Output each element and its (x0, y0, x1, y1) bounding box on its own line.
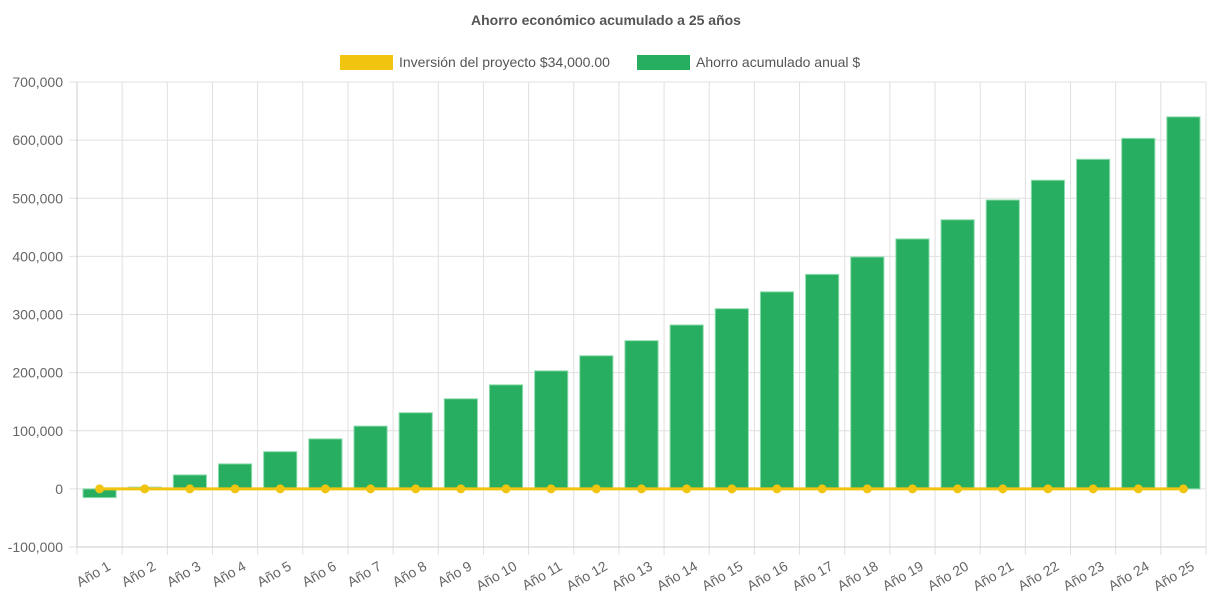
bar (895, 238, 930, 490)
x-tick-label: Año 6 (299, 558, 339, 590)
line-point (817, 484, 827, 494)
line-point (275, 484, 285, 494)
bar (1166, 116, 1201, 490)
y-tick-label: 200,000 (12, 365, 63, 381)
x-tick-label: Año 1 (73, 558, 113, 590)
line-point (140, 484, 150, 494)
line-point (1178, 484, 1188, 494)
y-tick-label: -100,000 (8, 539, 63, 555)
line-point (998, 484, 1008, 494)
line-point (185, 484, 195, 494)
bar (1030, 179, 1066, 490)
x-tick-label: Año 14 (654, 558, 701, 594)
x-tick-label: Año 11 (519, 558, 565, 594)
x-tick-label: Año 15 (699, 558, 746, 594)
bar (985, 199, 1020, 490)
x-tick-label: Año 21 (970, 558, 1017, 594)
y-tick-label: 700,000 (12, 74, 63, 90)
legend-swatch-savings (637, 55, 690, 70)
bar (940, 219, 975, 490)
line-point (546, 484, 556, 494)
line-point (772, 484, 782, 494)
bar (624, 340, 659, 490)
bar (1121, 137, 1156, 490)
line-series (95, 484, 1188, 494)
x-tick-label: Año 16 (744, 558, 791, 594)
bar (353, 425, 388, 490)
bar (1076, 158, 1111, 490)
bar (714, 308, 749, 490)
line-point (953, 484, 963, 494)
x-tick-label: Año 7 (344, 558, 384, 590)
x-tick-label: Año 25 (1150, 558, 1197, 594)
line-point (1133, 484, 1143, 494)
bar (805, 273, 840, 490)
x-tick-label: Año 3 (164, 558, 204, 590)
bar (488, 384, 524, 490)
line-point (1088, 484, 1098, 494)
y-tick-label: 600,000 (12, 132, 63, 148)
line-point (1043, 484, 1053, 494)
legend-label-savings: Ahorro acumulado anual $ (696, 54, 860, 70)
x-tick-label: Año 4 (209, 558, 249, 590)
line-point (862, 484, 872, 494)
legend[interactable]: Inversión del proyecto $34,000.00 Ahorro … (340, 54, 860, 70)
y-tick-label: 500,000 (12, 190, 63, 206)
line-point (501, 484, 511, 494)
line-point (637, 484, 646, 494)
line-point (907, 484, 917, 494)
bar (850, 256, 885, 490)
y-tick-label: 400,000 (12, 248, 63, 264)
x-tick-label: Año 2 (119, 558, 159, 590)
x-tick-label: Año 17 (789, 558, 836, 594)
y-tick-label: 0 (55, 481, 63, 497)
bar (759, 291, 795, 490)
x-tick-label: Año 23 (1060, 558, 1107, 594)
grid (69, 81, 1207, 555)
bar (263, 451, 298, 490)
bar (579, 355, 614, 490)
bar (308, 438, 343, 490)
x-tick-label: Año 19 (880, 558, 927, 594)
x-tick-label: Año 9 (435, 558, 475, 590)
bar (534, 370, 569, 490)
x-tick-label: Año 12 (563, 558, 610, 594)
chart-title: Ahorro económico acumulado a 25 años (471, 12, 741, 28)
x-tick-label: Año 5 (254, 558, 294, 590)
x-tick-label: Año 10 (473, 558, 520, 594)
line-point (366, 484, 376, 494)
line-point (727, 484, 737, 494)
x-tick-label: Año 18 (834, 558, 881, 594)
line-point (320, 484, 330, 494)
x-tick-label: Año 22 (1015, 558, 1062, 594)
line-point (682, 484, 692, 494)
legend-swatch-investment (340, 55, 393, 70)
legend-label-investment: Inversión del proyecto $34,000.00 (399, 54, 610, 70)
x-tick-label: Año 24 (1105, 558, 1152, 594)
x-tick-label: Año 8 (390, 558, 430, 590)
line-point (230, 484, 240, 494)
y-tick-label: 300,000 (12, 307, 63, 323)
x-tick-label: Año 13 (609, 558, 656, 594)
y-tick-label: 100,000 (12, 423, 63, 439)
line-point (411, 484, 421, 494)
line-point (95, 484, 105, 494)
bar (669, 324, 704, 490)
bars (82, 116, 1201, 499)
x-tick-label: Año 20 (925, 558, 972, 594)
line-point (591, 484, 601, 494)
bar (398, 412, 433, 490)
bar (443, 398, 478, 490)
line-point (456, 484, 466, 494)
